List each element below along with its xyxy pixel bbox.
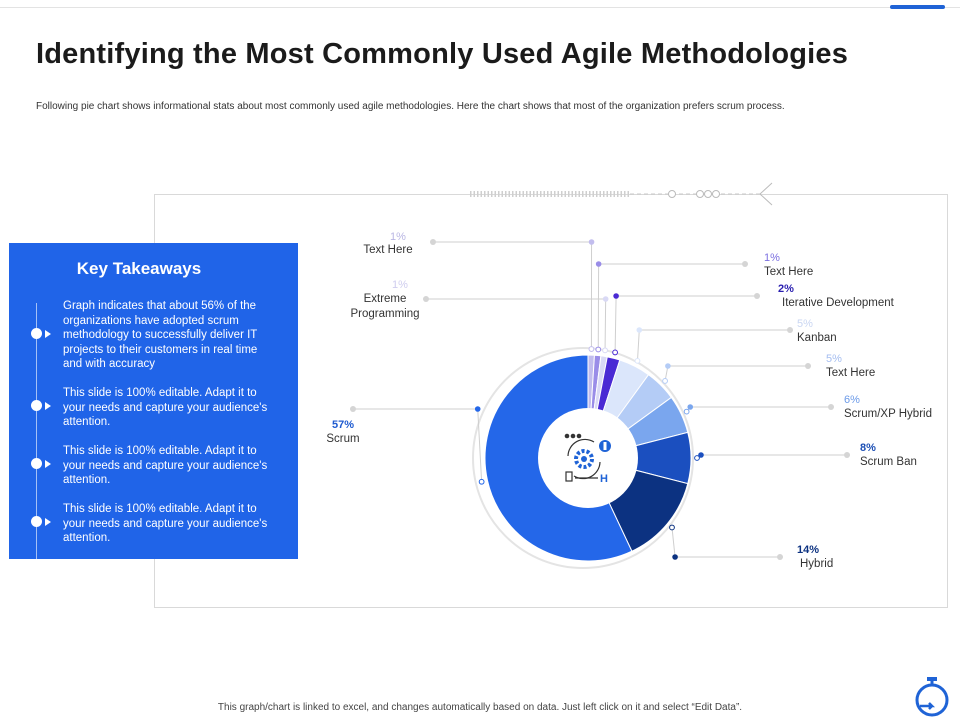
- takeaway-text: This slide is 100% editable. Adapt it to…: [63, 503, 268, 544]
- slice-edge-marker: [669, 524, 675, 531]
- slice-edge-marker: [588, 346, 595, 352]
- leader-end-dot: [423, 296, 429, 302]
- takeaway-text: This slide is 100% editable. Adapt it to…: [63, 387, 268, 428]
- slice-percent-label: 2%: [778, 283, 794, 295]
- leader-marker: [672, 554, 678, 560]
- slice-percent-label: 8%: [860, 442, 876, 454]
- leader-line: [433, 241, 593, 350]
- node-decoration: [696, 190, 704, 198]
- branch-decoration: [759, 182, 773, 195]
- takeaway-text: Graph indicates that about 56% of the or…: [63, 300, 258, 370]
- leader-line: [353, 408, 483, 482]
- leader-marker: [588, 239, 595, 245]
- leader-marker: [602, 296, 609, 302]
- slice-name-label: Iterative Development: [782, 297, 895, 309]
- slice-percent-label: 5%: [797, 318, 813, 330]
- leader-line: [696, 454, 847, 459]
- leader-marker: [595, 261, 602, 267]
- leader-line: [426, 298, 607, 351]
- slice-name-label: Hybrid: [800, 558, 833, 570]
- top-accent-bar: [890, 5, 945, 9]
- bullet-icon: [31, 328, 42, 339]
- slice-name-label: Extreme: [364, 293, 407, 305]
- slice-name-label: Scrum: [326, 433, 359, 445]
- leader-end-dot: [742, 261, 748, 267]
- slice-percent-label: 1%: [392, 279, 408, 291]
- stopwatch-icon: [915, 677, 949, 717]
- slice-name-label: Text Here: [764, 266, 813, 278]
- page-subtitle: Following pie chart shows informational …: [36, 101, 785, 112]
- leader-marker: [636, 327, 643, 333]
- node-decoration: [668, 190, 676, 198]
- slice-name-label: Scrum/XP Hybrid: [844, 408, 932, 420]
- leader-marker: [665, 363, 671, 369]
- leader-end-dot: [777, 554, 783, 560]
- leader-end-dot: [787, 327, 793, 333]
- top-divider: [0, 7, 960, 8]
- slice-percent-label: 6%: [844, 394, 860, 406]
- slice-edge-marker: [602, 347, 608, 354]
- agile-process-icon: H: [564, 433, 611, 485]
- page-title: Identifying the Most Commonly Used Agile…: [36, 38, 849, 70]
- footer-note: This graph/chart is linked to excel, and…: [217, 702, 743, 713]
- leader-marker: [687, 404, 694, 410]
- slice-percent-label: 1%: [390, 231, 406, 243]
- leader-marker: [698, 452, 704, 458]
- takeaway-text: This slide is 100% editable. Adapt it to…: [63, 445, 268, 486]
- slice-name-label: Text Here: [826, 367, 875, 379]
- slice-edge-marker: [612, 349, 619, 356]
- pie-center-hole: [538, 408, 638, 508]
- leader-marker: [474, 406, 481, 412]
- bullet-icon: [31, 516, 42, 527]
- arrow-right-icon: [45, 517, 51, 526]
- leader-end-dot: [805, 363, 811, 369]
- slice-percent-label: 5%: [826, 353, 842, 365]
- slice-name-label: Scrum Ban: [860, 456, 917, 468]
- arrow-right-icon: [45, 401, 51, 410]
- node-decoration: [712, 190, 720, 198]
- leader-line: [597, 263, 745, 350]
- frame-decoration: [470, 182, 773, 206]
- leader-line: [664, 365, 808, 382]
- slice-name-label: Programming: [350, 308, 419, 320]
- leader-end-dot: [828, 404, 834, 410]
- slice-edge-marker: [478, 478, 485, 485]
- key-takeaways-panel: Key Takeaways Graph indicates that about…: [9, 243, 298, 559]
- key-takeaways-title: Key Takeaways: [76, 259, 202, 278]
- leader-marker: [613, 293, 619, 299]
- bullet-icon: [31, 400, 42, 411]
- svg-text:H: H: [600, 473, 608, 485]
- leader-end-dot: [844, 452, 850, 458]
- leader-line: [686, 406, 831, 412]
- takeaways-timeline: [36, 303, 37, 559]
- arrow-right-icon: [45, 459, 51, 468]
- slice-percent-label: 1%: [764, 252, 780, 264]
- slice-edge-marker: [634, 357, 641, 364]
- slice-edge-marker: [595, 346, 602, 353]
- slice-edge-marker: [683, 408, 690, 415]
- slice-name-label: Text Here: [363, 244, 412, 256]
- branch-decoration: [759, 193, 773, 206]
- leader-end-dot: [350, 406, 356, 412]
- slice-percent-label: 57%: [332, 419, 354, 431]
- leader-end-dot: [430, 239, 436, 245]
- leader-line: [671, 527, 780, 558]
- slice-edge-marker: [694, 455, 700, 461]
- leader-line: [636, 329, 790, 361]
- arrow-right-icon: [45, 329, 51, 338]
- slice-percent-label: 14%: [797, 544, 819, 556]
- node-decoration: [704, 190, 712, 198]
- slice-name-label: Kanban: [797, 332, 837, 344]
- leader-end-dot: [754, 293, 760, 299]
- slice-edge-marker: [662, 378, 668, 384]
- leader-line: [614, 295, 757, 353]
- bullet-icon: [31, 458, 42, 469]
